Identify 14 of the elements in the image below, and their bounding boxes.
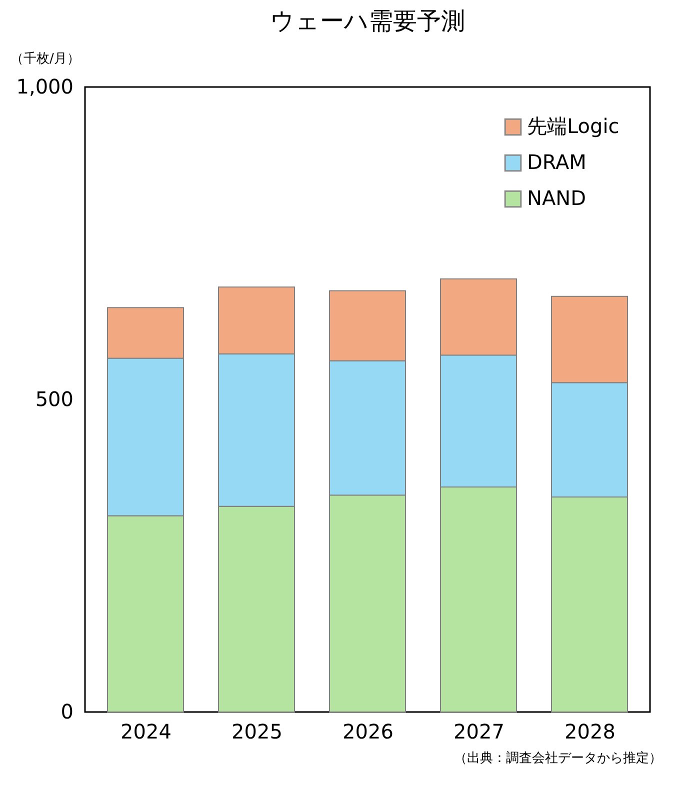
x-tick-label: 2027 <box>454 720 504 744</box>
chart-title: ウェーハ需要予測 <box>270 7 465 35</box>
legend-label: 先端Logic <box>527 114 620 138</box>
text: （出典：調査会社データから推定） <box>454 751 662 766</box>
y-axis-title: （千枚/月） <box>10 52 80 66</box>
x-tick-label: 2025 <box>232 720 282 744</box>
y-tick-label: 0 <box>60 700 74 724</box>
legend-label: DRAM <box>527 150 586 174</box>
x-tick-label: 2028 <box>564 720 616 744</box>
y-tick-label: 500 <box>35 387 74 411</box>
x-tick-label: 2024 <box>120 720 172 744</box>
legend-label: NAND <box>527 186 586 210</box>
x-tick-label: 2026 <box>342 720 394 744</box>
y-tick-label: 1,000 <box>16 74 74 98</box>
